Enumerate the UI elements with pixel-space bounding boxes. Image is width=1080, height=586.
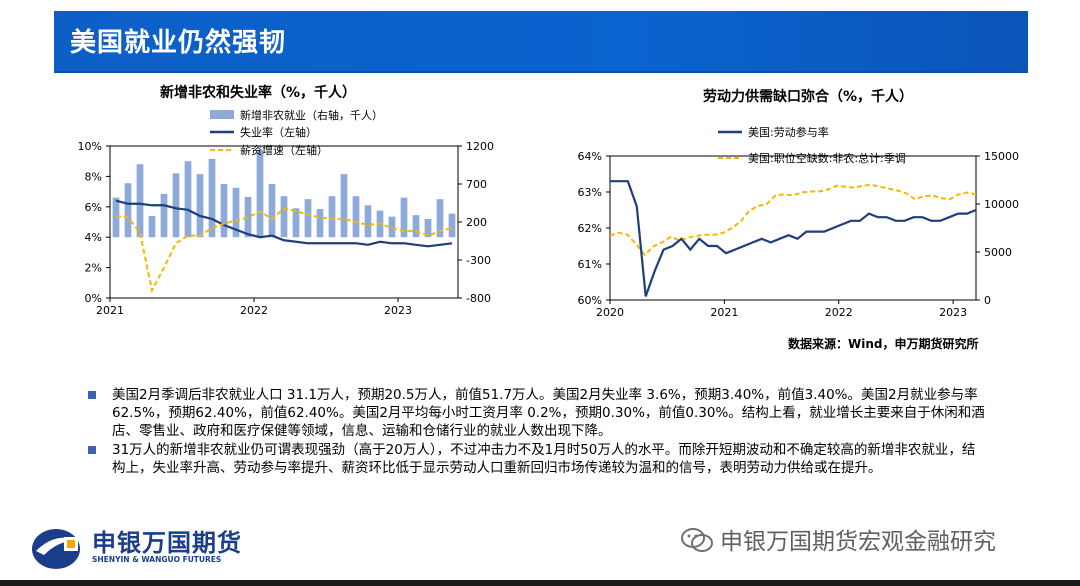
logo-text: 申银万国期货 — [92, 529, 242, 557]
x-axis-tick-label: 2023 — [939, 306, 967, 319]
chart-left: 0% 2% 4% 6% 8% 10% -800 -300 200 700 1200 2021 2022 2… — [78, 108, 494, 317]
right-axis-tick-label: 10000 — [984, 198, 1019, 211]
bullet-square-icon — [88, 391, 96, 399]
wage-growth-line — [115, 207, 453, 294]
left-axis-tick-label: 60% — [578, 294, 602, 307]
right-axis-tick-label: 15000 — [984, 150, 1019, 163]
nonfarm-bar — [292, 208, 300, 238]
nonfarm-bar — [160, 193, 168, 238]
chart-left-title: 新增非农和失业率（%，千人） — [160, 85, 357, 101]
nonfarm-bar — [328, 196, 336, 238]
bullet-square-icon — [88, 446, 96, 454]
watermark: 申银万国期货宏观金融研究 — [680, 522, 996, 556]
unemployment-line — [115, 199, 453, 248]
left-axis-tick-label: 2% — [85, 262, 102, 275]
nonfarm-bar — [184, 161, 192, 238]
nonfarm-bar — [304, 199, 312, 238]
x-axis-tick-label: 2021 — [96, 304, 124, 317]
plot-frame — [609, 155, 977, 301]
nonfarm-bar — [268, 184, 276, 238]
right-axis-tick-label: 200 — [466, 216, 487, 229]
right-axis-tick-label: 0 — [984, 294, 991, 307]
logo-subtext: SHENYIN & WANGUO FUTURES — [92, 555, 222, 564]
bullet-text: 美国2月季调后非农就业人口 31.1万人，预期20.5万人，前值51.7万人。美… — [112, 387, 985, 439]
nonfarm-bar — [232, 187, 240, 238]
nonfarm-bar — [388, 216, 396, 238]
nonfarm-bar — [424, 218, 432, 238]
legend-label: 新增非农就业（右轴，千人） — [240, 108, 383, 122]
nonfarm-bar — [244, 196, 252, 238]
left-axis-tick-label: 4% — [85, 231, 102, 244]
right-axis-tick-label: 5000 — [984, 246, 1012, 259]
nonfarm-bar — [400, 197, 408, 238]
nonfarm-bar — [340, 174, 348, 238]
commentary: 美国2月季调后非农就业人口 31.1万人，预期20.5万人，前值51.7万人。美… — [88, 386, 988, 478]
left-axis-tick-label: 8% — [85, 170, 102, 183]
nonfarm-bar — [196, 174, 204, 238]
right-axis-tick-label: -800 — [466, 292, 491, 305]
nonfarm-bar — [220, 184, 228, 238]
nonfarm-bar — [124, 183, 132, 238]
nonfarm-bar — [136, 164, 144, 238]
nonfarm-bar — [280, 196, 288, 238]
bullet-item: 美国2月季调后非农就业人口 31.1万人，预期20.5万人，前值51.7万人。美… — [88, 386, 988, 440]
title-underline — [54, 71, 1028, 73]
right-axis-tick-label: 700 — [466, 178, 487, 191]
x-axis-tick-label: 2022 — [825, 306, 853, 319]
x-axis-tick-label: 2020 — [596, 306, 624, 319]
nonfarm-bar — [364, 205, 372, 238]
legend-label: 薪资增速（左轴） — [240, 143, 328, 157]
nonfarm-bar — [448, 213, 456, 238]
legend-label: 美国:职位空缺数:非农:总计:季调 — [748, 151, 906, 165]
legend-label: 失业率（左轴） — [240, 125, 317, 139]
nonfarm-bar — [412, 215, 420, 238]
left-axis-tick-label: 0% — [85, 292, 102, 305]
left-axis-tick-label: 62% — [578, 222, 602, 235]
job-openings-line — [609, 183, 977, 257]
bottom-border — [0, 580, 1080, 586]
chart-right: 60% 61% 62% 63% 64% 0 5000 10000 15000 2020 2021 20… — [578, 125, 1019, 319]
page-title: 美国就业仍然强韧 — [70, 28, 287, 58]
nonfarm-bar — [148, 215, 156, 238]
wechat-icon — [680, 527, 714, 553]
watermark-text: 申银万国期货宏观金融研究 — [720, 529, 996, 555]
nonfarm-bar — [352, 196, 360, 238]
nonfarm-bar — [256, 149, 264, 238]
x-axis-tick-label: 2022 — [240, 304, 268, 317]
legend-swatch-bar — [210, 110, 234, 119]
nonfarm-bar — [316, 209, 324, 238]
company-logo: 申银万国期货 SHENYIN & WANGUO FUTURES — [30, 525, 250, 575]
nonfarm-bar — [208, 158, 216, 238]
chart-right-title: 劳动力供需缺口弥合（%，千人） — [703, 89, 914, 105]
participation-rate-line — [610, 180, 977, 297]
left-axis-tick-label: 6% — [85, 201, 102, 214]
bullet-item: 31万人的新增非农就业仍可谓表现强劲（高于20万人），不过冲击力不及1月时50万… — [88, 441, 988, 477]
x-axis-tick-label: 2023 — [384, 304, 412, 317]
nonfarm-bar — [112, 197, 120, 238]
right-axis-tick-label: 1200 — [466, 140, 494, 153]
logo-mark-icon — [32, 529, 80, 569]
left-axis-tick-label: 61% — [578, 258, 602, 271]
title-banner — [54, 11, 1028, 71]
bullet-text: 31万人的新增非农就业仍可谓表现强劲（高于20万人），不过冲击力不及1月时50万… — [112, 442, 976, 476]
left-axis-tick-label: 64% — [578, 150, 602, 163]
nonfarm-bar — [436, 199, 444, 238]
left-axis-tick-label: 63% — [578, 186, 602, 199]
nonfarm-bar — [172, 173, 180, 238]
left-axis-tick-label: 10% — [78, 140, 102, 153]
legend-label: 美国:劳动参与率 — [748, 125, 829, 139]
x-axis-tick-label: 2021 — [710, 306, 738, 319]
right-axis-tick-label: -300 — [466, 254, 491, 267]
data-source-note: 数据来源：Wind，申万期货研究所 — [788, 337, 979, 351]
